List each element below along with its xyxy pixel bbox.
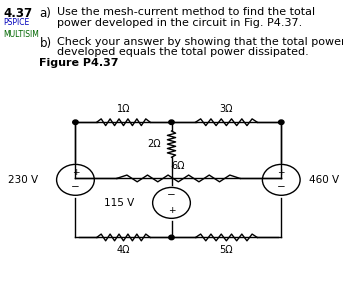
Circle shape — [169, 120, 174, 124]
Text: +: + — [168, 206, 175, 215]
Text: Figure P4.37: Figure P4.37 — [39, 58, 119, 69]
Text: 4Ω: 4Ω — [117, 245, 130, 255]
Text: +: + — [277, 168, 285, 177]
Circle shape — [279, 120, 284, 124]
Text: power developed in the circuit in Fig. P4.37.: power developed in the circuit in Fig. P… — [57, 18, 302, 28]
Text: 230 V: 230 V — [8, 175, 38, 185]
Text: 2Ω: 2Ω — [147, 139, 161, 149]
Text: 6Ω: 6Ω — [172, 160, 185, 171]
Text: 460 V: 460 V — [309, 175, 339, 185]
Text: 115 V: 115 V — [104, 198, 134, 208]
Text: −: − — [71, 182, 80, 192]
Text: +: + — [72, 168, 79, 177]
Text: Check your answer by showing that the total power: Check your answer by showing that the to… — [57, 37, 343, 47]
Text: MULTISIM: MULTISIM — [3, 30, 39, 38]
Text: 1Ω: 1Ω — [117, 104, 130, 114]
Text: developed equals the total power dissipated.: developed equals the total power dissipa… — [57, 47, 308, 57]
Text: Use the mesh-current method to find the total: Use the mesh-current method to find the … — [57, 7, 315, 17]
Circle shape — [169, 235, 174, 240]
Text: 4.37: 4.37 — [3, 7, 33, 20]
Text: −: − — [167, 191, 176, 200]
Text: a): a) — [39, 7, 51, 20]
Text: 3Ω: 3Ω — [220, 104, 233, 114]
Text: 5Ω: 5Ω — [220, 245, 233, 255]
Text: b): b) — [39, 37, 51, 49]
Text: PSPICE: PSPICE — [3, 18, 30, 27]
Text: −: − — [277, 182, 286, 192]
Circle shape — [73, 120, 78, 124]
